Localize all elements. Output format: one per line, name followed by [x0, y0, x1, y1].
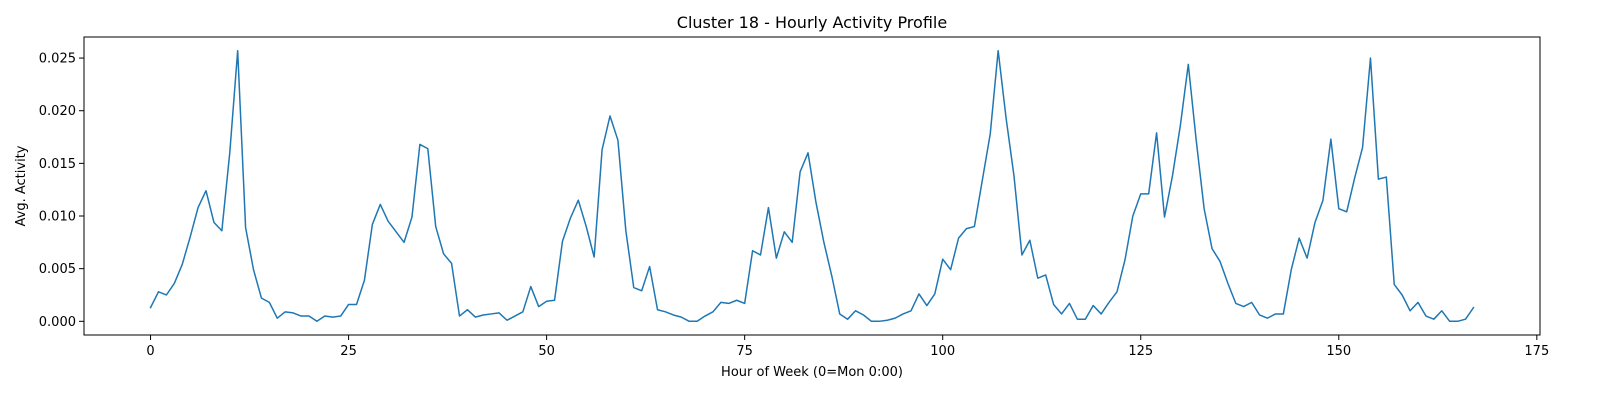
y-tick-label: 0.025: [39, 52, 76, 67]
x-tick-label: 75: [736, 344, 753, 359]
x-tick-label: 150: [1326, 344, 1351, 359]
plot-area-frame: [83, 36, 1541, 336]
series-layer: [149, 49, 1475, 323]
y-axis-label: Avg. Activity: [14, 145, 29, 226]
x-tick-label: 25: [340, 344, 357, 359]
y-tick-label: 0.015: [39, 157, 76, 172]
y-axis-ticks: 0.000 0.005 0.010 0.015 0.020 0.025: [39, 52, 84, 330]
y-tick-label: 0.010: [39, 210, 76, 225]
y-tick-label: 0.000: [39, 315, 76, 330]
y-tick-label: 0.005: [39, 262, 76, 277]
series-line-0: [149, 49, 1475, 323]
x-tick-label: 175: [1524, 344, 1549, 359]
chart-title: Cluster 18 - Hourly Activity Profile: [677, 13, 947, 32]
x-tick-label: 50: [538, 344, 555, 359]
x-tick-label: 125: [1128, 344, 1153, 359]
y-tick-label: 0.020: [39, 104, 76, 119]
x-tick-label: 0: [146, 344, 154, 359]
x-tick-label: 100: [930, 344, 955, 359]
x-axis-label: Hour of Week (0=Mon 0:00): [721, 365, 903, 380]
x-axis-ticks: 0 25 50 75 100 125 150 175: [146, 335, 1549, 359]
